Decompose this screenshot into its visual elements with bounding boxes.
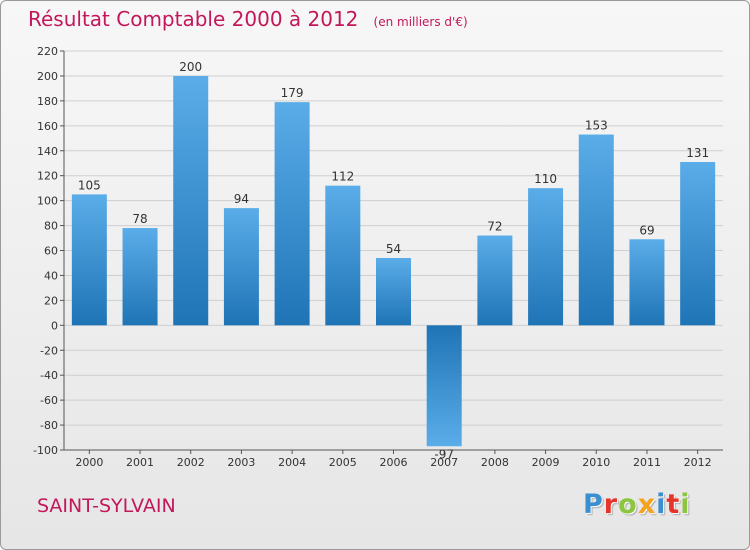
brand-letter: r <box>603 489 619 520</box>
bar-2001[interactable] <box>122 228 158 326</box>
data-label-2007: -97 <box>434 447 454 461</box>
y-tick-label: -80 <box>40 419 58 432</box>
bar-2009[interactable] <box>528 188 564 326</box>
bar-2008[interactable] <box>477 235 513 326</box>
y-tick-label: 20 <box>44 294 58 307</box>
data-label-2011: 69 <box>639 223 654 237</box>
bar-2010[interactable] <box>578 134 614 326</box>
x-tick-label: 2008 <box>481 456 509 469</box>
y-tick-label: 100 <box>37 195 58 208</box>
bar-2005[interactable] <box>325 185 361 326</box>
x-tick-label: 2002 <box>177 456 205 469</box>
x-tick-label: 2003 <box>227 456 255 469</box>
y-tick-label: 220 <box>37 45 58 58</box>
chart-units: (en milliers d'€) <box>373 15 468 29</box>
y-tick-label: 160 <box>37 120 58 133</box>
y-tick-label: 60 <box>44 245 58 258</box>
x-tick-label: 2001 <box>126 456 154 469</box>
y-tick-label: 80 <box>44 220 58 233</box>
bar-2012[interactable] <box>680 161 716 326</box>
proxiti-logo[interactable]: Proxiti <box>583 489 691 520</box>
y-tick-label: 120 <box>37 170 58 183</box>
bar-2006[interactable] <box>376 257 411 326</box>
data-label-2010: 153 <box>585 119 608 133</box>
brand-letter: t <box>666 489 681 520</box>
data-label-2004: 179 <box>281 86 304 100</box>
y-tick-label: 200 <box>37 70 58 83</box>
bar-2003[interactable] <box>223 208 259 326</box>
data-label-2012: 131 <box>686 146 709 160</box>
title-row: Résultat Comptable 2000 à 2012 (en milli… <box>28 7 468 31</box>
chart-title: Résultat Comptable 2000 à 2012 <box>28 7 359 31</box>
x-tick-label: 2010 <box>582 456 610 469</box>
data-label-2002: 200 <box>179 60 202 74</box>
y-tick-label: 0 <box>51 319 58 332</box>
bar-2004[interactable] <box>274 102 310 326</box>
bar-2011[interactable] <box>629 239 665 326</box>
y-tick-label: 40 <box>44 269 58 282</box>
x-tick-label: 2007 <box>430 456 458 469</box>
bar-2000[interactable] <box>71 194 107 326</box>
brand-letter: o <box>618 489 638 520</box>
x-tick-label: 2009 <box>532 456 560 469</box>
x-tick-label: 2011 <box>633 456 661 469</box>
brand-letter: x <box>637 489 657 520</box>
data-label-2009: 110 <box>534 172 557 186</box>
commune-name: SAINT-SYLVAIN <box>37 495 176 517</box>
data-label-2005: 112 <box>331 170 354 184</box>
y-tick-label: -40 <box>40 369 58 382</box>
data-label-2003: 94 <box>234 192 249 206</box>
bar-2002[interactable] <box>173 75 209 326</box>
x-tick-label: 2005 <box>329 456 357 469</box>
brand-letter: i <box>656 489 667 520</box>
brand-letter: i <box>680 489 691 520</box>
brand-letter: P <box>583 489 604 520</box>
bar-2007[interactable] <box>426 325 462 447</box>
y-tick-label: 180 <box>37 95 58 108</box>
x-tick-label: 2006 <box>380 456 408 469</box>
data-label-2001: 78 <box>132 212 147 226</box>
data-label-2000: 105 <box>78 178 101 192</box>
y-tick-label: -100 <box>33 444 58 457</box>
x-tick-label: 2004 <box>278 456 306 469</box>
y-tick-label: -20 <box>40 344 58 357</box>
x-tick-label: 2000 <box>75 456 103 469</box>
data-label-2006: 54 <box>386 242 401 256</box>
y-tick-label: 140 <box>37 145 58 158</box>
x-tick-label: 2012 <box>684 456 712 469</box>
data-label-2008: 72 <box>487 220 502 234</box>
y-tick-label: -60 <box>40 394 58 407</box>
